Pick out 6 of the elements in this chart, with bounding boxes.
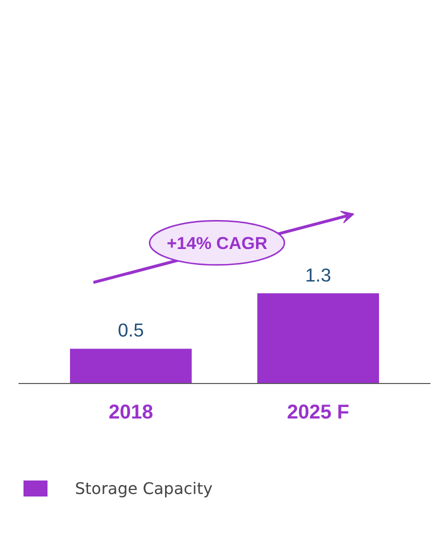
data-label: 0.5 bbox=[118, 320, 144, 341]
legend-label: Storage Capacity bbox=[75, 478, 213, 498]
text: +14% CAGR bbox=[166, 232, 268, 253]
x-tick-label: 2025 F bbox=[287, 401, 350, 424]
x-tick-label: 2018 bbox=[108, 401, 154, 424]
data-label: 1.3 bbox=[305, 264, 332, 286]
